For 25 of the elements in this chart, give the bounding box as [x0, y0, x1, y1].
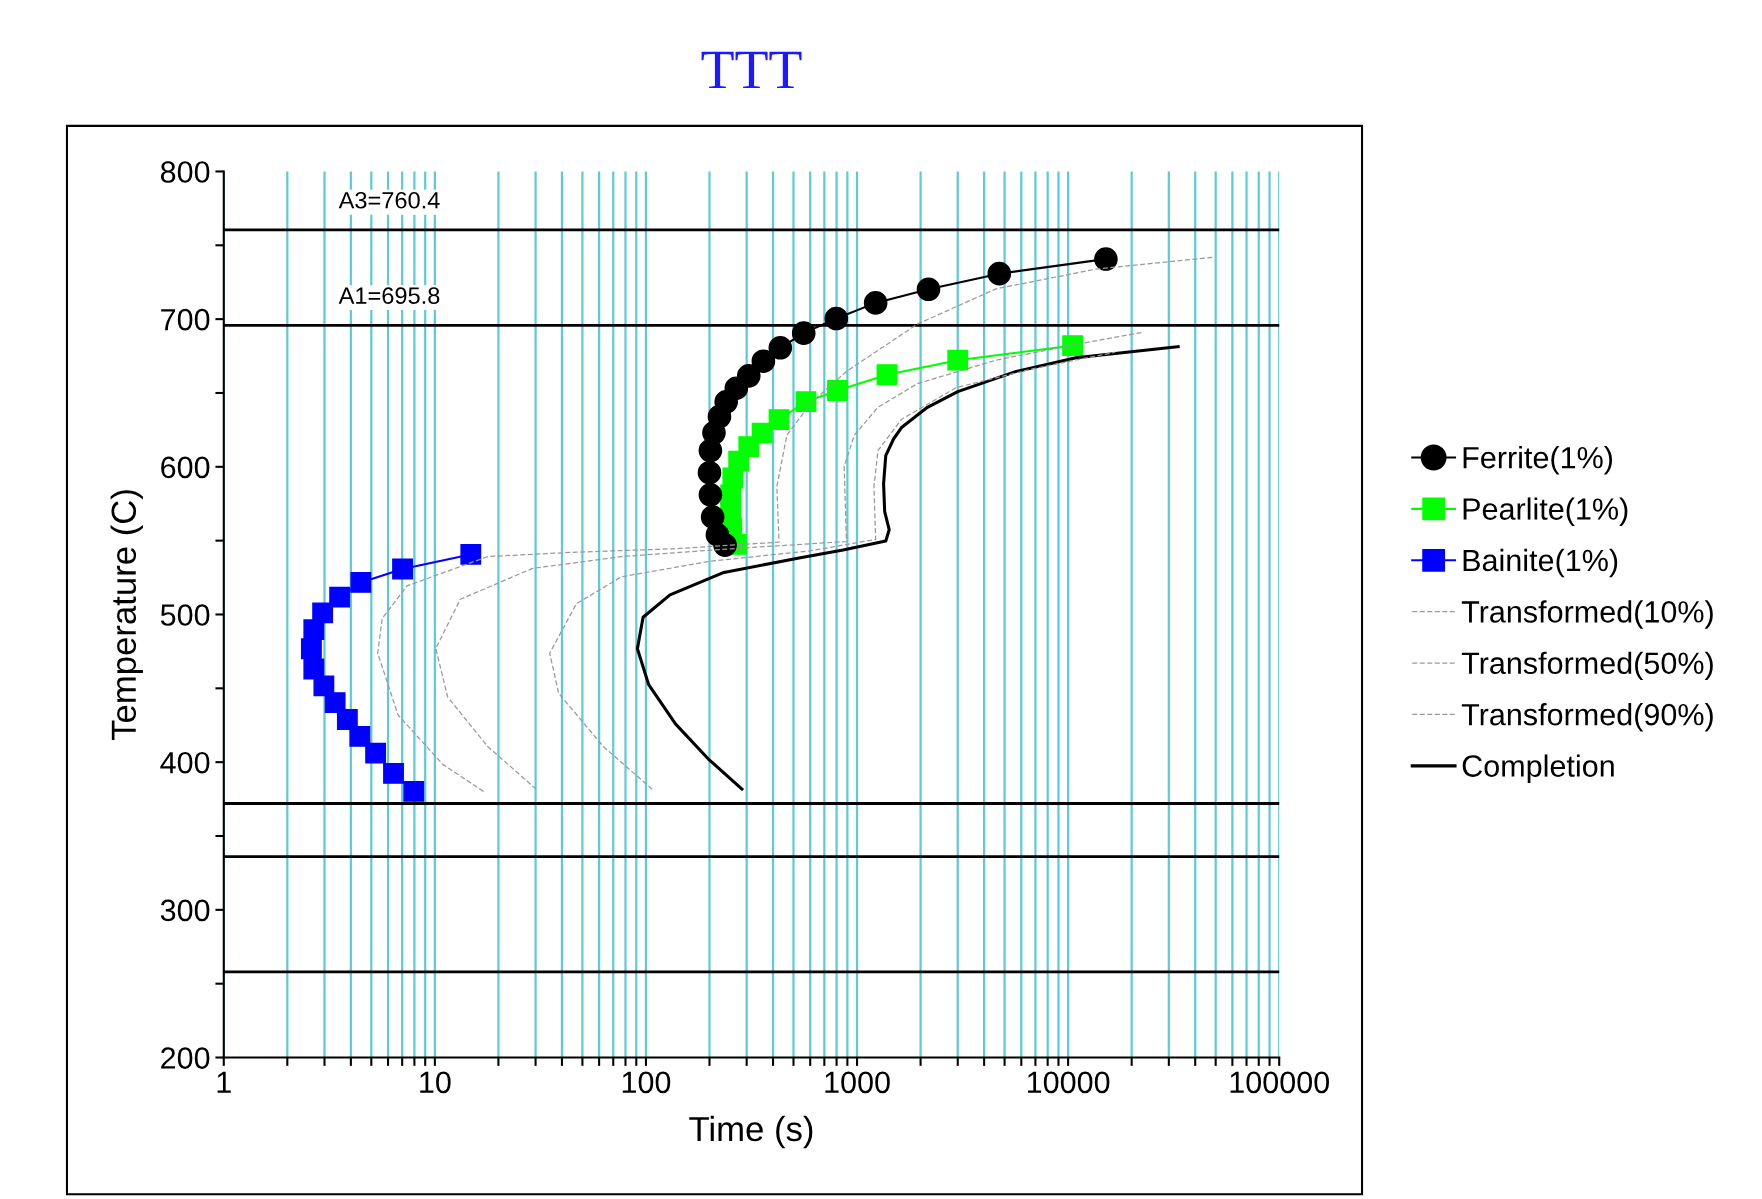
- x-tick-label: 1000: [825, 1071, 890, 1094]
- y-tick-label: 400: [160, 751, 210, 774]
- legend-label: Pearlite(1%): [1463, 497, 1628, 526]
- x-tick-label: 1: [217, 1071, 231, 1093]
- legend-label: Transformed(10%): [1461, 600, 1713, 629]
- y-tick-label: 500: [160, 604, 210, 626]
- y-tick-label: 300: [160, 899, 210, 922]
- x-tick-label: 100000: [1230, 1071, 1329, 1094]
- legend-label: Completion: [1462, 754, 1614, 783]
- y-tick-label: 800: [160, 161, 210, 183]
- x-axis-title: Time (s): [689, 1115, 813, 1149]
- y-tick-label: 700: [161, 308, 210, 331]
- ref-line-label: A1=695.8: [338, 287, 440, 304]
- x-tick-label: 10: [420, 1071, 451, 1094]
- y-axis-title: Temperature (C): [110, 490, 143, 741]
- legend-label: Transformed(50%): [1461, 651, 1713, 681]
- chart-title: TTT: [701, 51, 802, 89]
- y-tick-label: 200: [161, 1047, 210, 1069]
- legend-label: Transformed(90%): [1461, 703, 1713, 732]
- y-tick-label: 600: [161, 456, 210, 479]
- x-tick-label: 10000: [1027, 1071, 1110, 1094]
- legend-label: Bainite(1%): [1463, 548, 1618, 578]
- legend-label: Ferrite(1%): [1463, 446, 1613, 475]
- ref-line-label: A3=760.4: [338, 191, 440, 209]
- x-tick-label: 100: [622, 1071, 671, 1094]
